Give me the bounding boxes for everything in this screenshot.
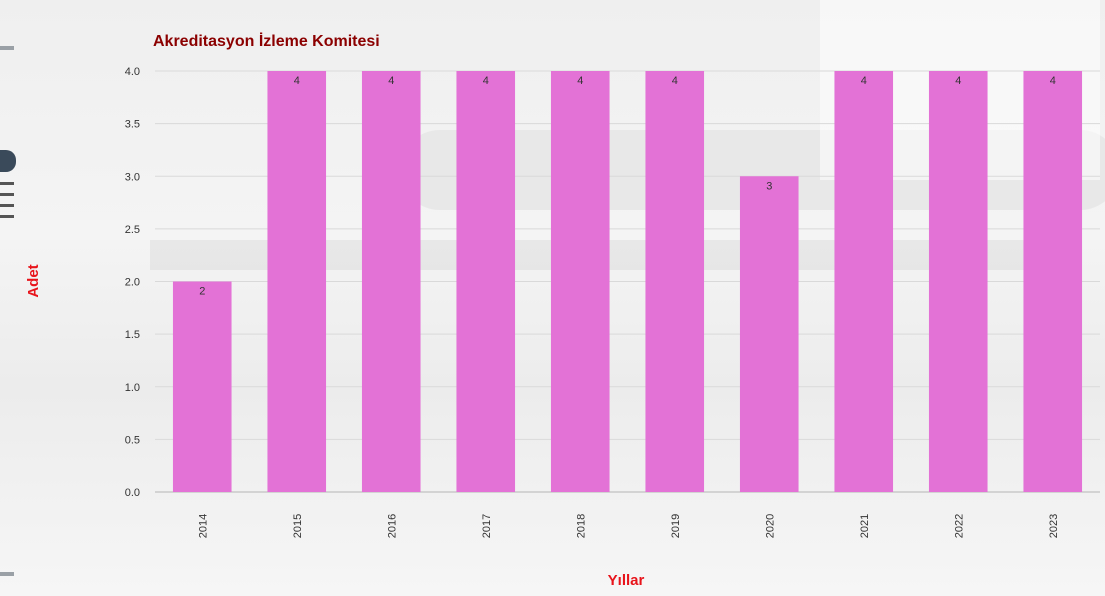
x-tick-label: 2017 (481, 514, 493, 538)
x-tick-label: 2016 (386, 514, 398, 538)
bar-data-label: 4 (483, 75, 489, 87)
bars: 2 4 4 4 4 4 3 4 4 4 (172, 71, 1083, 492)
x-tick-label: 2014 (197, 514, 209, 538)
bar (267, 71, 327, 492)
x-axis-label: Yıllar (608, 572, 645, 589)
x-tick-label: 2021 (859, 514, 871, 538)
bar-data-label: 2 (199, 286, 205, 298)
y-tick-label: 0.5 (125, 434, 140, 446)
x-tick-labels: 2014 2015 2016 2017 2018 2019 2020 2021 2022 2023 (197, 514, 1060, 538)
y-axis-label: Adet (25, 264, 42, 297)
bar (739, 176, 799, 492)
y-tick-label: 2.0 (125, 277, 140, 289)
y-tick-labels: 0.0 0.5 1.0 1.5 2.0 2.5 3.0 3.5 4.0 (125, 66, 140, 499)
y-tick-label: 3.0 (125, 171, 140, 183)
bar (550, 71, 610, 492)
bar-data-label: 4 (672, 75, 678, 87)
bar-data-label: 4 (955, 75, 961, 87)
bar-data-label: 4 (861, 75, 867, 87)
bar-data-label: 4 (294, 75, 300, 87)
bar-data-label: 4 (1050, 75, 1056, 87)
y-tick-label: 1.5 (125, 329, 140, 341)
y-tick-label: 1.0 (125, 382, 140, 394)
bar (456, 71, 516, 492)
bar-data-label: 4 (388, 75, 394, 87)
x-tick-label: 2019 (670, 514, 682, 538)
bar (172, 281, 232, 492)
x-tick-label: 2022 (953, 514, 965, 538)
x-tick-label: 2020 (764, 514, 776, 538)
x-tick-label: 2018 (575, 514, 587, 538)
y-tick-label: 4.0 (125, 66, 140, 78)
y-tick-label: 3.5 (125, 119, 140, 131)
bar (1023, 71, 1083, 492)
bar-data-label: 3 (766, 180, 772, 192)
x-tick-label: 2015 (292, 514, 304, 538)
chart-title: Akreditasyon İzleme Komitesi (153, 32, 380, 50)
bar (928, 71, 988, 492)
y-tick-label: 2.5 (125, 224, 140, 236)
bar (361, 71, 421, 492)
x-tick-label: 2023 (1048, 514, 1060, 538)
bar-data-label: 4 (577, 75, 583, 87)
left-logo-fragment (0, 0, 18, 596)
bar (834, 71, 894, 492)
bar (645, 71, 705, 492)
y-tick-label: 0.0 (125, 487, 140, 499)
